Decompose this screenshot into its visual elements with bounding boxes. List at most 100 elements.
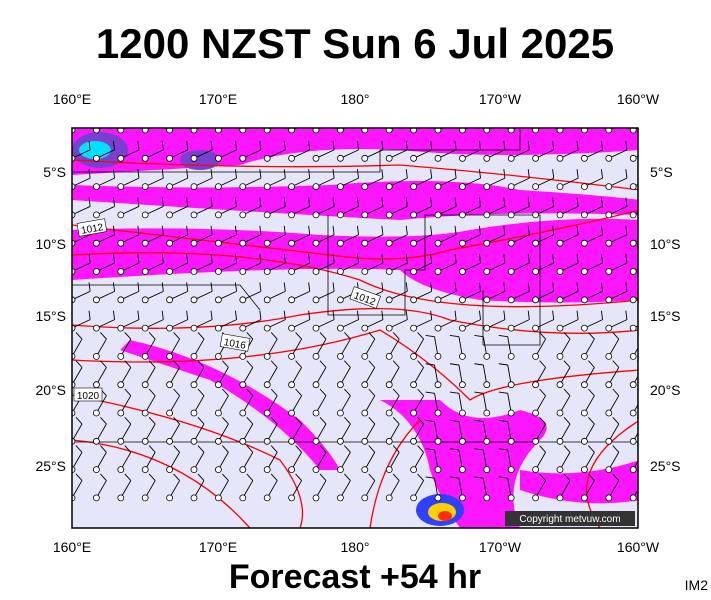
barb-station [336, 239, 344, 247]
barb-flag [527, 282, 530, 292]
barb-flag [356, 254, 359, 264]
barb-station [483, 239, 491, 247]
barb-station [434, 409, 442, 417]
barb-station [312, 324, 320, 332]
barb-station [190, 352, 198, 360]
barb-station [288, 324, 296, 332]
barb-flag [270, 473, 278, 481]
barb-station [507, 211, 515, 219]
barb-flag [588, 388, 595, 396]
barb-station [629, 154, 637, 162]
barb-flag [539, 388, 546, 396]
barb-station [166, 437, 174, 445]
barb-flag [625, 282, 628, 292]
barb-flag [162, 113, 163, 122]
barb-flag [112, 169, 115, 179]
barb-station [556, 296, 564, 304]
barb-flag [430, 282, 433, 292]
barb-station [581, 268, 588, 275]
barb-flag [197, 360, 205, 368]
barb-station [214, 154, 222, 162]
barb-station [312, 154, 320, 162]
barb-station [483, 183, 491, 191]
barb-station [239, 183, 247, 191]
barb-station [410, 466, 418, 474]
barb-flag [308, 254, 311, 264]
barb-flag [112, 225, 115, 235]
barb-station [141, 466, 149, 474]
barb-flag [625, 310, 628, 320]
barb-station [410, 239, 418, 247]
barb-flag [161, 254, 164, 264]
barb-station [93, 409, 100, 417]
barb-flag [417, 360, 424, 368]
barb-flag [88, 310, 91, 320]
barb-station [263, 128, 271, 134]
barb-station [410, 268, 418, 275]
barb-station [507, 409, 515, 417]
barb-station [434, 352, 442, 360]
barb-station [410, 409, 418, 417]
barb-station [288, 494, 296, 502]
barb-station [483, 211, 491, 219]
barb-flag [576, 282, 579, 292]
barb-flag [295, 473, 302, 481]
barb-flag [246, 360, 254, 368]
barb-flag [234, 225, 237, 235]
barb-station [336, 381, 344, 389]
barb-station [434, 324, 442, 332]
barb-station [166, 183, 174, 191]
barb-flag [270, 445, 278, 453]
barb-station [507, 466, 515, 474]
barb-station [312, 239, 320, 247]
barb-station [458, 466, 466, 474]
barb-flag [368, 388, 376, 396]
barb-flag [210, 225, 213, 235]
barb-flag [283, 254, 286, 264]
barb-station [214, 268, 222, 275]
barb-flag [210, 169, 213, 179]
barb-flag [588, 360, 595, 368]
barb-station [141, 211, 149, 219]
barb-flag [454, 310, 457, 320]
barb-station [141, 352, 149, 360]
barb-station [117, 381, 125, 389]
barb-flag [503, 310, 506, 320]
barb-station [581, 409, 588, 417]
barb-flag [89, 113, 90, 122]
barb-station [605, 183, 613, 191]
barb-flag [222, 416, 229, 425]
barb-flag [612, 416, 620, 425]
isobar-label-text: 1016 [223, 337, 247, 352]
barb-station [239, 437, 247, 445]
barb-station [190, 128, 198, 134]
barb-station [93, 466, 100, 474]
barb-station [288, 466, 296, 474]
barb-station [581, 352, 588, 360]
barb-flag [187, 113, 188, 122]
barb-station [312, 296, 320, 304]
barb-flag [234, 197, 237, 207]
barb-flag [112, 140, 115, 150]
barb-flag [344, 445, 351, 453]
barb-flag [137, 169, 140, 179]
barb-station [166, 466, 174, 474]
barb-flag [498, 391, 508, 394]
barb-station [361, 128, 369, 134]
barb-station [117, 324, 125, 332]
barb-flag [270, 416, 278, 425]
barb-flag [449, 448, 459, 451]
barb-station [214, 296, 222, 304]
barb-station [458, 409, 466, 417]
barb-flag [406, 113, 407, 122]
barb-flag [425, 335, 435, 338]
barb-station [312, 183, 320, 191]
barb-flag [381, 169, 384, 179]
barb-station [581, 211, 588, 219]
barb-flag [319, 445, 327, 453]
barb-flag [417, 473, 424, 481]
barb-flag [186, 282, 189, 292]
barb-flag [449, 419, 459, 423]
barb-flag [356, 169, 359, 179]
barb-flag [576, 169, 579, 179]
